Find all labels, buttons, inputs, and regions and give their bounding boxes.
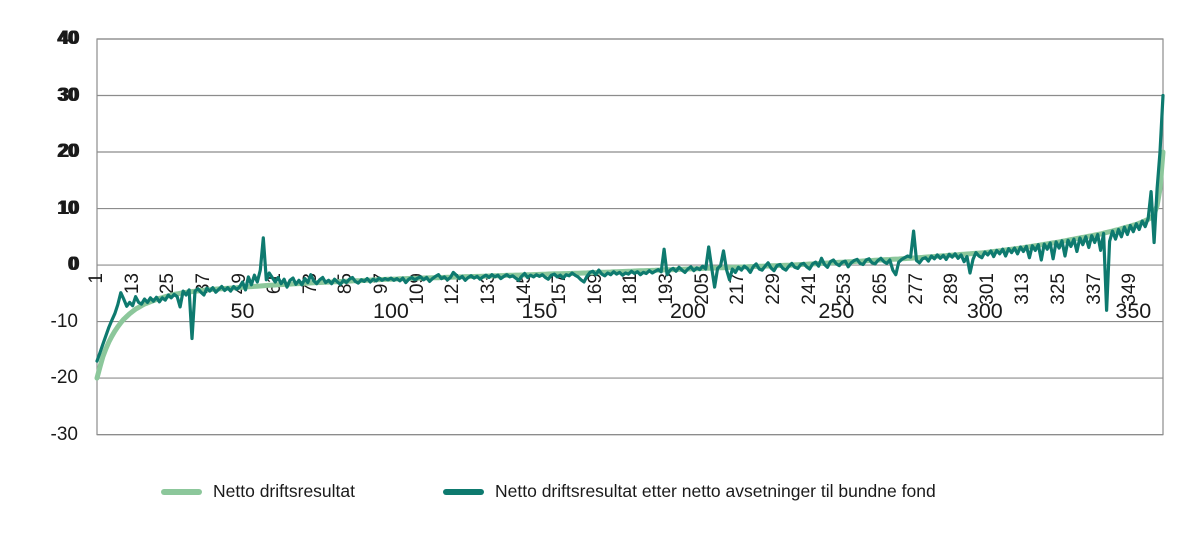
legend-item-netto-driftsresultat: Netto driftsresultat	[161, 481, 355, 502]
x-axis-tick-label: 350	[1115, 299, 1152, 323]
x-axis-tick-label-rotated: 217	[727, 273, 749, 305]
legend-item-netto-driftsresultat-etter-avsetninger: Netto driftsresultat etter netto avsetni…	[443, 481, 936, 502]
x-axis-tick-label-rotated: 13	[121, 273, 143, 295]
x-axis-tick-label-rotated: 337	[1083, 273, 1105, 305]
x-axis-tick-label: 150	[521, 299, 558, 323]
x-axis-tick-label-rotated: 133	[477, 273, 499, 305]
legend-label-netto-driftsresultat-etter-avsetninger: Netto driftsresultat etter netto avsetni…	[495, 481, 936, 501]
x-axis-tick-label-rotated: 313	[1012, 273, 1034, 305]
y-axis-tick-label: 30	[56, 84, 78, 106]
y-axis-tick-label: 40	[56, 28, 78, 49]
x-axis-tick-label-rotated: 145	[513, 273, 535, 305]
x-axis-tick-label-rotated: 193	[656, 273, 678, 305]
x-axis-tick-label-rotated: 229	[763, 273, 784, 305]
x-axis-tick-label-rotated: 61	[264, 273, 286, 295]
x-axis-tick-label: 200	[669, 299, 706, 323]
y-axis-tick-label: 0	[67, 254, 78, 276]
x-axis-tick-label-rotated: 325	[1048, 273, 1070, 305]
y-axis-tick-label: 10	[56, 197, 78, 219]
series-line-netto-driftsresultat-etter-netto-avsetni	[95, 93, 1165, 363]
y-axis-tick-label: -20	[50, 367, 78, 389]
x-axis-tick-label-rotated: 241	[798, 273, 820, 305]
x-axis-tick-label: 100	[373, 299, 409, 323]
series-line-netto-driftsresultat	[94, 149, 1166, 381]
x-axis-tick-label-rotated: 37	[192, 273, 214, 295]
y-axis-tick-label: 20	[56, 141, 78, 163]
legend-swatch-netto-driftsresultat-etter-avsetninger	[443, 488, 484, 495]
x-axis-tick-label-rotated: 277	[905, 273, 927, 305]
x-axis-tick-label-rotated: 289	[941, 273, 963, 305]
legend: Netto driftsresultat Netto driftsresulta…	[161, 481, 936, 502]
x-axis-tick-label-rotated: 49	[228, 273, 250, 295]
legend-swatch-netto-driftsresultat	[161, 488, 202, 495]
x-axis-tick-label-rotated: 73	[299, 273, 321, 295]
x-axis-tick-label-rotated: 169	[584, 273, 606, 305]
x-axis-tick-label-rotated: 157	[549, 273, 571, 305]
x-axis-tick-label-rotated: 253	[834, 273, 856, 305]
x-axis-tick-label-rotated: 181	[620, 273, 642, 305]
x-axis-tick-label: 300	[966, 299, 1003, 323]
x-axis-tick-label: 50	[230, 299, 255, 323]
x-axis-tick-label-rotated: 25	[157, 273, 179, 295]
x-axis-tick-label-rotated: 109	[406, 273, 428, 305]
x-axis-tick-label-rotated: 1	[86, 273, 107, 284]
y-axis-tick-label: -10	[50, 310, 78, 332]
legend-label-netto-driftsresultat: Netto driftsresultat	[213, 481, 355, 501]
x-axis-tick-label-rotated: 349	[1119, 273, 1141, 305]
x-axis-tick-label-rotated: 265	[869, 273, 891, 305]
x-axis-tick-label-rotated: 121	[442, 273, 464, 305]
plot-frame	[96, 38, 1164, 436]
x-axis-tick-label-rotated: 85	[335, 273, 357, 295]
y-axis-tick-label: -30	[50, 423, 78, 445]
x-axis-tick-label-rotated: 205	[691, 273, 713, 305]
x-axis-tick-label-rotated: 301	[976, 273, 998, 305]
x-axis-tick-label-rotated: 97	[371, 273, 393, 295]
x-axis-tick-label: 250	[818, 299, 855, 323]
